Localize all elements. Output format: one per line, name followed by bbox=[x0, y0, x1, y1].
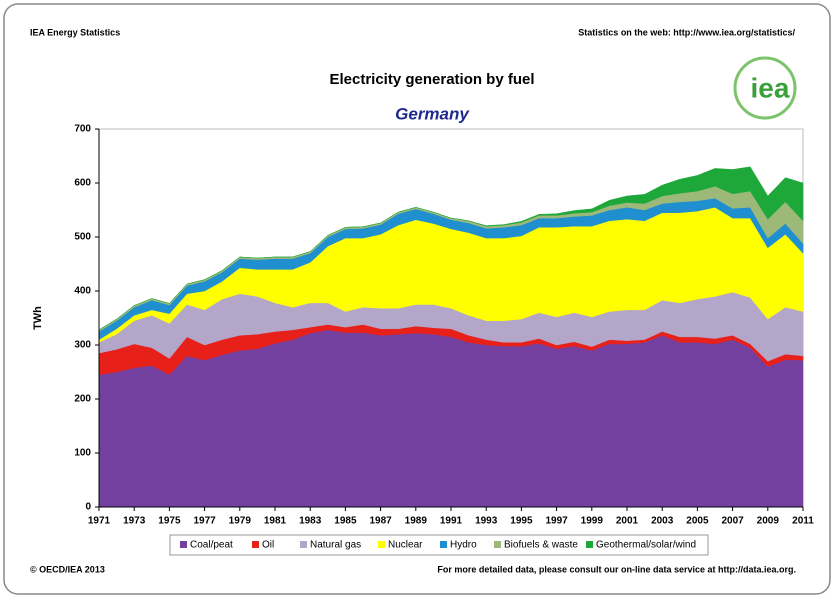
legend-swatch bbox=[180, 541, 187, 548]
legend-swatch bbox=[586, 541, 593, 548]
legend-label: Coal/peat bbox=[190, 540, 233, 551]
legend-swatch bbox=[494, 541, 501, 548]
legend-swatch bbox=[300, 541, 307, 548]
x-tick-label: 1983 bbox=[299, 516, 322, 527]
y-tick-label: 300 bbox=[74, 340, 91, 351]
legend-label: Biofuels & waste bbox=[504, 540, 578, 551]
y-tick-label: 100 bbox=[74, 448, 91, 459]
legend-box bbox=[169, 534, 709, 556]
header-right: Statistics on the web: http://www.iea.or… bbox=[578, 27, 795, 37]
x-tick-label: 1987 bbox=[369, 516, 392, 527]
legend-swatch bbox=[252, 541, 259, 548]
chart-subtitle: Germany bbox=[395, 104, 470, 123]
y-tick-label: 600 bbox=[74, 178, 91, 189]
x-tick-label: 2011 bbox=[792, 516, 814, 527]
footer-right: For more detailed data, please consult o… bbox=[437, 564, 796, 574]
legend-swatch bbox=[378, 541, 385, 548]
y-tick-label: 400 bbox=[74, 286, 91, 297]
x-tick-label: 2007 bbox=[721, 516, 744, 527]
logo-ring bbox=[733, 56, 797, 120]
x-tick-label: 1993 bbox=[475, 516, 498, 527]
logo-text: iea bbox=[751, 72, 790, 103]
legend-swatch bbox=[440, 541, 447, 548]
y-tick-label: 0 bbox=[85, 502, 91, 513]
header-left: IEA Energy Statistics bbox=[30, 27, 120, 37]
x-tick-label: 1989 bbox=[405, 516, 428, 527]
x-tick-label: 1973 bbox=[123, 516, 146, 527]
chart-title: Electricity generation by fuel bbox=[329, 71, 534, 88]
x-tick-label: 1995 bbox=[510, 516, 533, 527]
x-tick-label: 2001 bbox=[616, 516, 639, 527]
x-tick-label: 1997 bbox=[545, 516, 568, 527]
y-tick-label: 700 bbox=[74, 124, 91, 135]
x-tick-label: 1975 bbox=[158, 516, 181, 527]
x-tick-label: 2009 bbox=[757, 516, 780, 527]
legend-label: Natural gas bbox=[310, 540, 361, 551]
area bbox=[98, 166, 804, 331]
footer-left: © OECD/IEA 2013 bbox=[30, 564, 105, 574]
y-tick-label: 500 bbox=[74, 232, 91, 243]
x-tick-label: 1991 bbox=[440, 516, 463, 527]
legend-label: Oil bbox=[262, 540, 274, 551]
y-axis-label: TWh bbox=[32, 306, 44, 330]
legend-label: Geothermal/solar/wind bbox=[596, 540, 696, 551]
x-tick-label: 1985 bbox=[334, 516, 357, 527]
legend-label: Nuclear bbox=[388, 540, 423, 551]
x-tick-label: 1977 bbox=[193, 516, 216, 527]
x-tick-label: 2005 bbox=[686, 516, 709, 527]
x-tick-label: 2003 bbox=[651, 516, 674, 527]
y-tick-label: 200 bbox=[74, 394, 91, 405]
x-tick-label: 1971 bbox=[88, 516, 111, 527]
x-tick-label: 1981 bbox=[264, 516, 287, 527]
legend-label: Hydro bbox=[450, 540, 477, 551]
x-tick-label: 1979 bbox=[229, 516, 252, 527]
x-tick-label: 1999 bbox=[581, 516, 604, 527]
